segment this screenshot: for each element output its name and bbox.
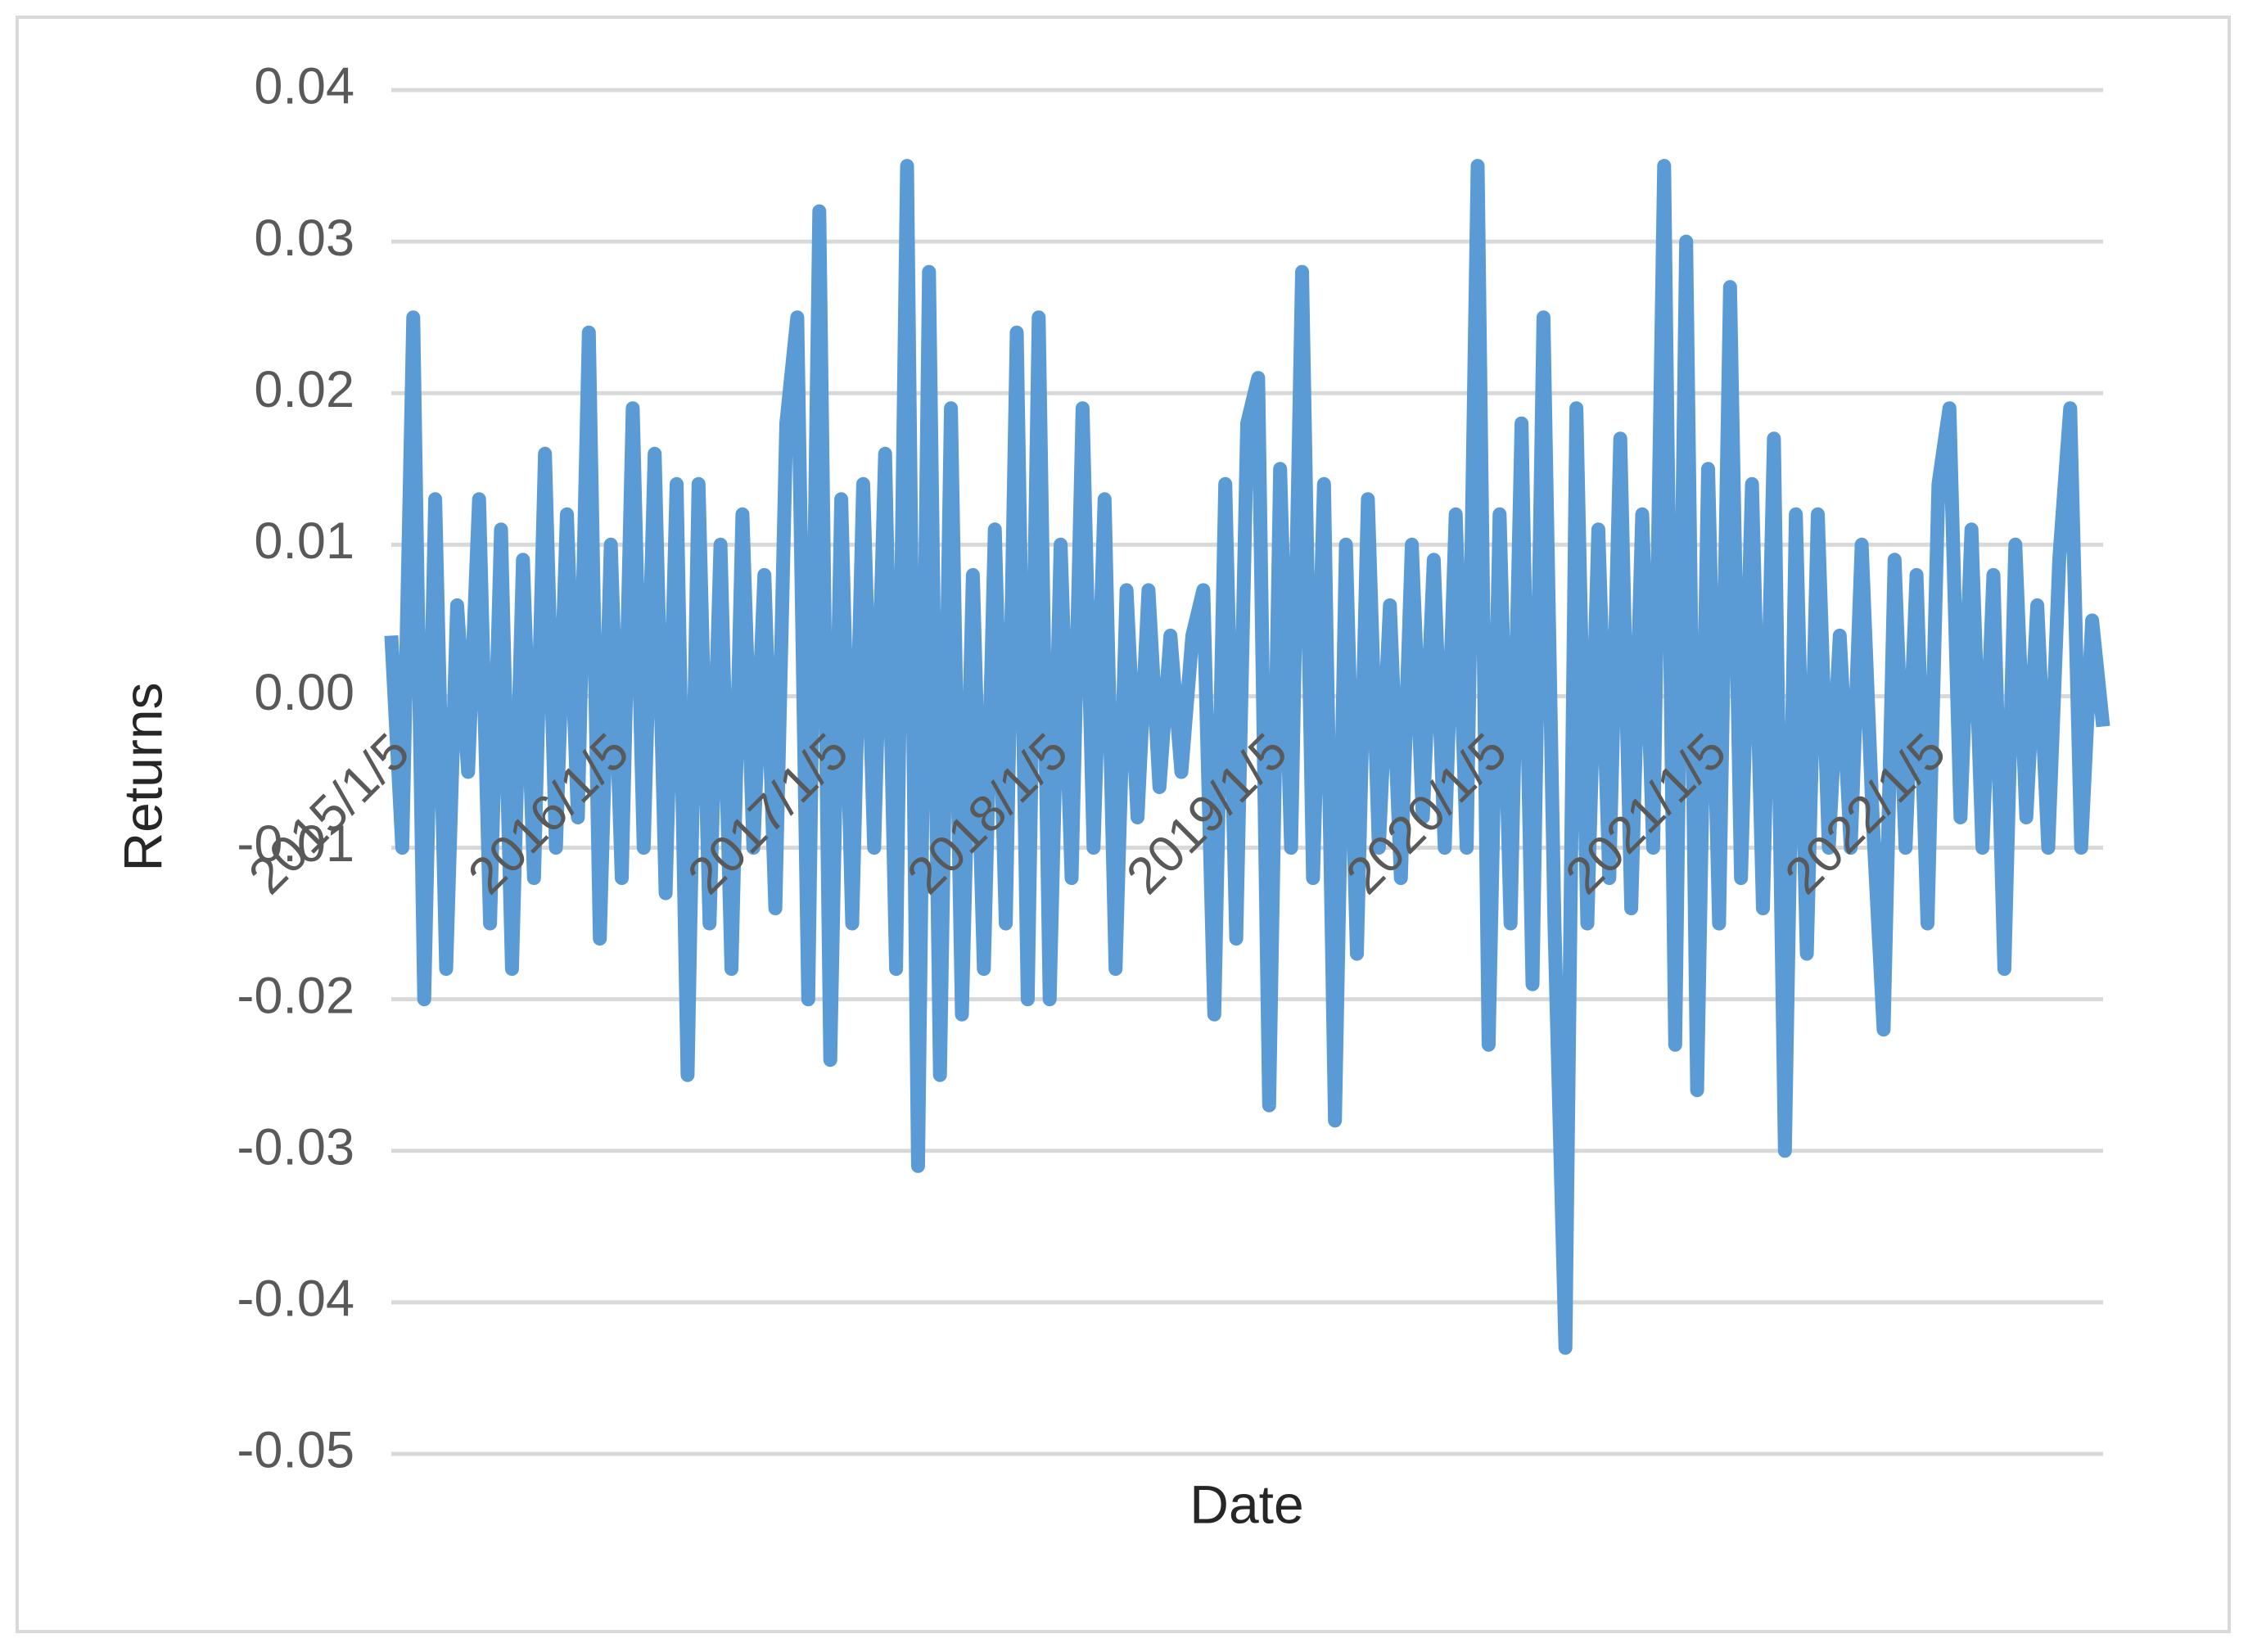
y-tick-label: -0.01: [237, 815, 354, 873]
y-tick-label: -0.04: [237, 1271, 354, 1328]
x-axis-title: Date: [1189, 1474, 1303, 1534]
plot-area: [384, 159, 2110, 1355]
y-tick-label: 0.02: [254, 361, 354, 418]
data-line: [384, 159, 2110, 1355]
y-tick-label: 0.00: [254, 664, 354, 721]
y-tick-label: 0.04: [254, 58, 354, 115]
y-tick-label: -0.05: [237, 1422, 354, 1479]
y-tick-label: -0.02: [237, 967, 354, 1024]
y-axis-title: Returns: [112, 682, 173, 871]
y-tick-label: 0.03: [254, 210, 354, 267]
y-tick-label: -0.03: [237, 1118, 354, 1176]
y-tick-label: 0.01: [254, 512, 354, 570]
